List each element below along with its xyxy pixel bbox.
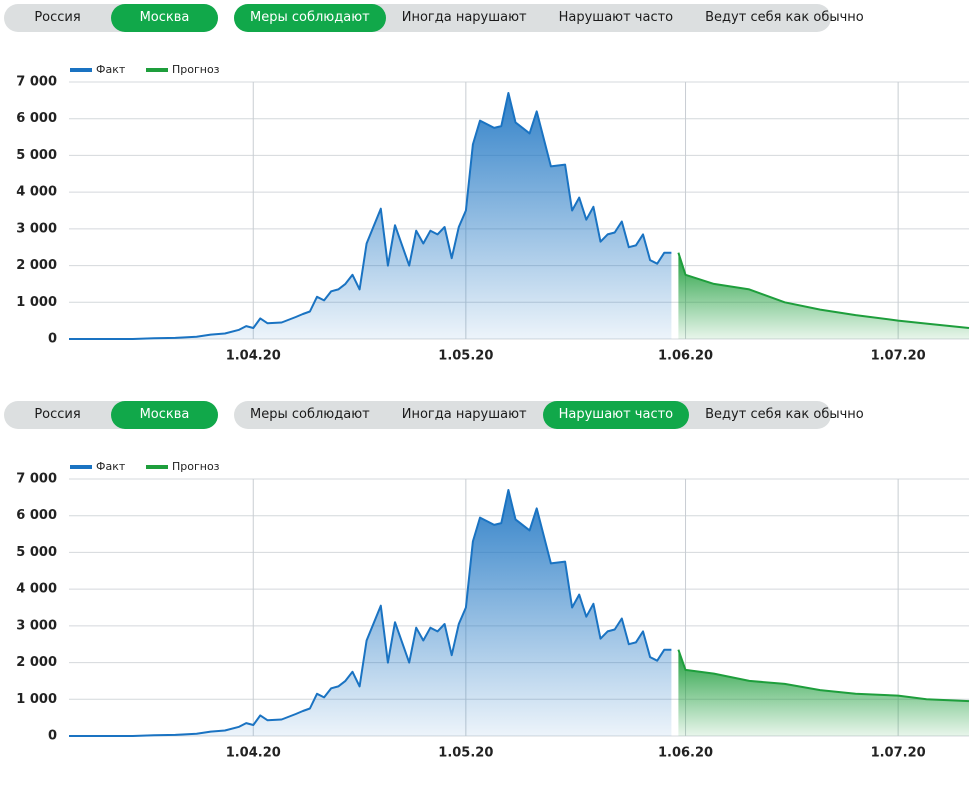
- series-line: [69, 489, 672, 737]
- toggle-button[interactable]: Ведут себя как обычно: [705, 407, 864, 422]
- y-tick-label: 7 000: [16, 75, 57, 90]
- regions-toggle: Россия Москва: [4, 4, 218, 32]
- y-tick-label: 4 000: [16, 582, 57, 597]
- y-tick-label: 5 000: [16, 545, 57, 560]
- toggle-button[interactable]: Иногда нарушают: [401, 10, 527, 25]
- y-tick-label: 2 000: [16, 258, 57, 273]
- scenarios-toggle: Меры соблюдают Иногда нарушают Нарушают ча…: [234, 401, 864, 429]
- y-tick-label: 1 000: [16, 692, 57, 707]
- legend-swatch: [146, 68, 168, 72]
- legend-swatch: [70, 465, 92, 469]
- legend-label: Прогноз: [172, 63, 220, 76]
- regions-toggle: Россия Москва: [4, 401, 218, 429]
- area-fill: [69, 93, 672, 339]
- chart: 0 1 000 2 000 3 000 4 000 5 000 6 000 7 000 1.04…: [16, 63, 970, 364]
- y-tick-label: 6 000: [16, 111, 57, 126]
- area-fill: [69, 490, 672, 736]
- toggle-button[interactable]: Меры соблюдают: [234, 4, 386, 32]
- toggle-button[interactable]: Нарушают часто: [558, 10, 674, 25]
- series-line: [677, 252, 970, 329]
- toggle-button[interactable]: Россия: [34, 407, 81, 422]
- x-tick-label: 1.06.20: [658, 349, 713, 364]
- x-tick-label: 1.04.20: [226, 349, 281, 364]
- x-tick-label: 1.07.20: [871, 746, 926, 761]
- series-line: [677, 649, 970, 703]
- legend-label: Факт: [96, 63, 126, 76]
- x-tick-label: 1.07.20: [871, 349, 926, 364]
- x-tick-label: 1.06.20: [658, 746, 713, 761]
- y-tick-label: 4 000: [16, 185, 57, 200]
- toggle-button[interactable]: Москва: [111, 4, 218, 32]
- x-tick-label: 1.04.20: [226, 746, 281, 761]
- x-tick-label: 1.05.20: [438, 349, 493, 364]
- toggle-button[interactable]: Москва: [111, 401, 218, 429]
- y-tick-label: 5 000: [16, 148, 57, 163]
- chart: 0 1 000 2 000 3 000 4 000 5 000 6 000 7 000 1.04…: [16, 460, 970, 761]
- y-tick-label: 3 000: [16, 618, 57, 633]
- x-tick-label: 1.05.20: [438, 746, 493, 761]
- scenarios-toggle: Меры соблюдают Иногда нарушают Нарушают ча…: [234, 4, 864, 32]
- page: 0 1 000 2 000 3 000 4 000 5 000 6 000 7 000 1.04…: [0, 0, 979, 761]
- area-fill: [678, 252, 969, 339]
- legend-label: Прогноз: [172, 460, 220, 473]
- series-line: [69, 92, 672, 340]
- y-tick-label: 3 000: [16, 221, 57, 236]
- toggle-button[interactable]: Иногда нарушают: [401, 407, 527, 422]
- y-tick-label: 6 000: [16, 508, 57, 523]
- legend-label: Факт: [96, 460, 126, 473]
- toggle-button[interactable]: Нарушают часто: [542, 401, 690, 429]
- y-tick-label: 2 000: [16, 655, 57, 670]
- panel: 0 1 000 2 000 3 000 4 000 5 000 6 000 7 000 1.04…: [0, 0, 979, 390]
- y-tick-label: 1 000: [16, 295, 57, 310]
- panel: 0 1 000 2 000 3 000 4 000 5 000 6 000 7 000 1.04…: [0, 397, 979, 787]
- legend-swatch: [70, 68, 92, 72]
- y-tick-label: 0: [48, 332, 57, 347]
- toggle-button[interactable]: Ведут себя как обычно: [705, 10, 864, 25]
- area-fill: [678, 649, 969, 736]
- y-tick-label: 0: [48, 729, 57, 744]
- y-tick-label: 7 000: [16, 472, 57, 487]
- legend-swatch: [146, 465, 168, 469]
- toggle-button[interactable]: Меры соблюдают: [250, 407, 370, 422]
- toggle-button[interactable]: Россия: [34, 10, 81, 25]
